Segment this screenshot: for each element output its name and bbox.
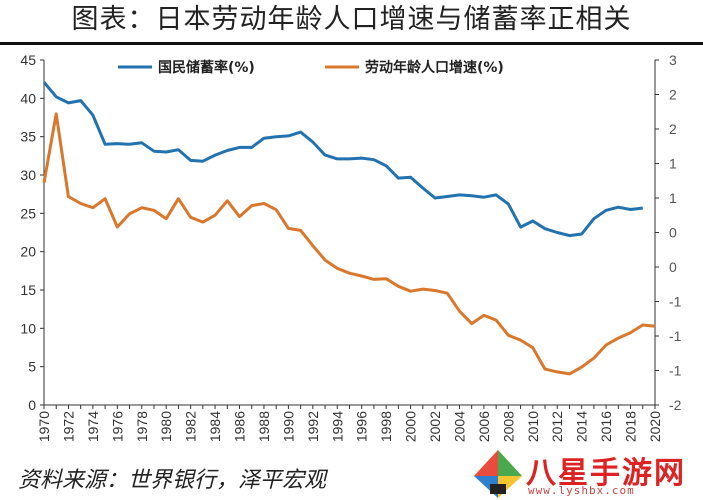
watermark-name: 八星手游网 xyxy=(526,456,686,491)
left-tick-label: 20 xyxy=(20,244,36,260)
x-tick-label: 1998 xyxy=(378,411,394,442)
right-tick-label: 0 xyxy=(669,259,677,275)
x-tick-label: 1994 xyxy=(329,411,345,442)
left-tick-label: 5 xyxy=(28,359,36,375)
x-tick-label: 1980 xyxy=(158,411,174,442)
source-note: 资料来源：世界银行，泽平宏观 xyxy=(18,468,327,493)
x-tick-label: 2020 xyxy=(647,411,663,442)
x-tick-label: 2006 xyxy=(476,411,492,442)
right-tick-label: 1 xyxy=(669,156,677,172)
chart-title: 图表：日本劳动年龄人口增速与储蓄率正相关 xyxy=(71,4,632,35)
legend: 国民储蓄率(%) 劳动年龄人口增速(%) xyxy=(118,59,504,76)
x-tick-label: 2002 xyxy=(427,411,443,442)
x-tick-label: 1976 xyxy=(109,411,125,442)
x-tick-label: 2008 xyxy=(500,411,516,442)
series-line-savings-rate xyxy=(42,81,643,238)
x-tick-label: 1990 xyxy=(280,411,296,442)
right-tick-label: 3 xyxy=(669,52,677,68)
x-tick-label: 2016 xyxy=(598,411,614,442)
series-line-labor-growth xyxy=(42,112,656,376)
right-tick-label: -1 xyxy=(669,294,682,310)
title-divider xyxy=(0,42,703,45)
x-tick-label: 1984 xyxy=(207,411,223,442)
series-lines xyxy=(42,81,656,376)
watermark-logo-icon xyxy=(474,450,522,498)
x-tick-label: 2000 xyxy=(403,411,419,442)
left-tick-label: 0 xyxy=(28,397,36,413)
left-tick-label: 30 xyxy=(20,167,36,183)
left-tick-label: 40 xyxy=(20,90,36,106)
x-tick-label: 1974 xyxy=(85,411,101,442)
right-axis-ticks: -2 -1 -1 -1 0 0 1 1 2 2 3 xyxy=(655,52,682,413)
x-tick-label: 1996 xyxy=(354,411,370,442)
watermark-url: www.lyshbx.com xyxy=(528,484,635,497)
right-tick-label: -1 xyxy=(669,363,682,379)
x-tick-label: 1972 xyxy=(60,411,76,442)
x-axis-ticks: 1970 1972 1974 1976 1978 1980 1982 1984 1986 1988… xyxy=(36,405,663,442)
x-tick-label: 1992 xyxy=(305,411,321,442)
right-tick-label: 2 xyxy=(669,87,677,103)
right-tick-label: -2 xyxy=(669,397,682,413)
x-tick-label: 2014 xyxy=(574,411,590,442)
left-tick-label: 15 xyxy=(20,282,36,298)
left-tick-label: 10 xyxy=(20,320,36,336)
x-tick-label: 1978 xyxy=(134,411,150,442)
x-tick-label: 1970 xyxy=(36,411,52,442)
x-tick-label: 1986 xyxy=(232,411,248,442)
right-tick-label: 1 xyxy=(669,190,677,206)
watermark: 八星手游网 www.lyshbx.com xyxy=(470,446,700,500)
right-tick-label: 2 xyxy=(669,121,677,137)
legend-label-labor: 劳动年龄人口增速(%) xyxy=(365,59,504,76)
left-tick-label: 45 xyxy=(20,52,36,68)
x-tick-label: 2018 xyxy=(623,411,639,442)
x-tick-label: 2012 xyxy=(549,411,565,442)
x-tick-label: 2004 xyxy=(451,411,467,442)
x-tick-label: 2010 xyxy=(525,411,541,442)
x-tick-label: 1988 xyxy=(256,411,272,442)
left-tick-label: 35 xyxy=(20,129,36,145)
left-tick-label: 25 xyxy=(20,205,36,221)
x-tick-label: 1982 xyxy=(183,411,199,442)
axes xyxy=(43,60,656,406)
left-axis-ticks: 0 5 10 15 20 25 30 35 40 45 xyxy=(20,52,44,413)
right-tick-label: -1 xyxy=(669,328,682,344)
legend-label-savings: 国民储蓄率(%) xyxy=(158,59,255,76)
right-tick-label: 0 xyxy=(669,225,677,241)
